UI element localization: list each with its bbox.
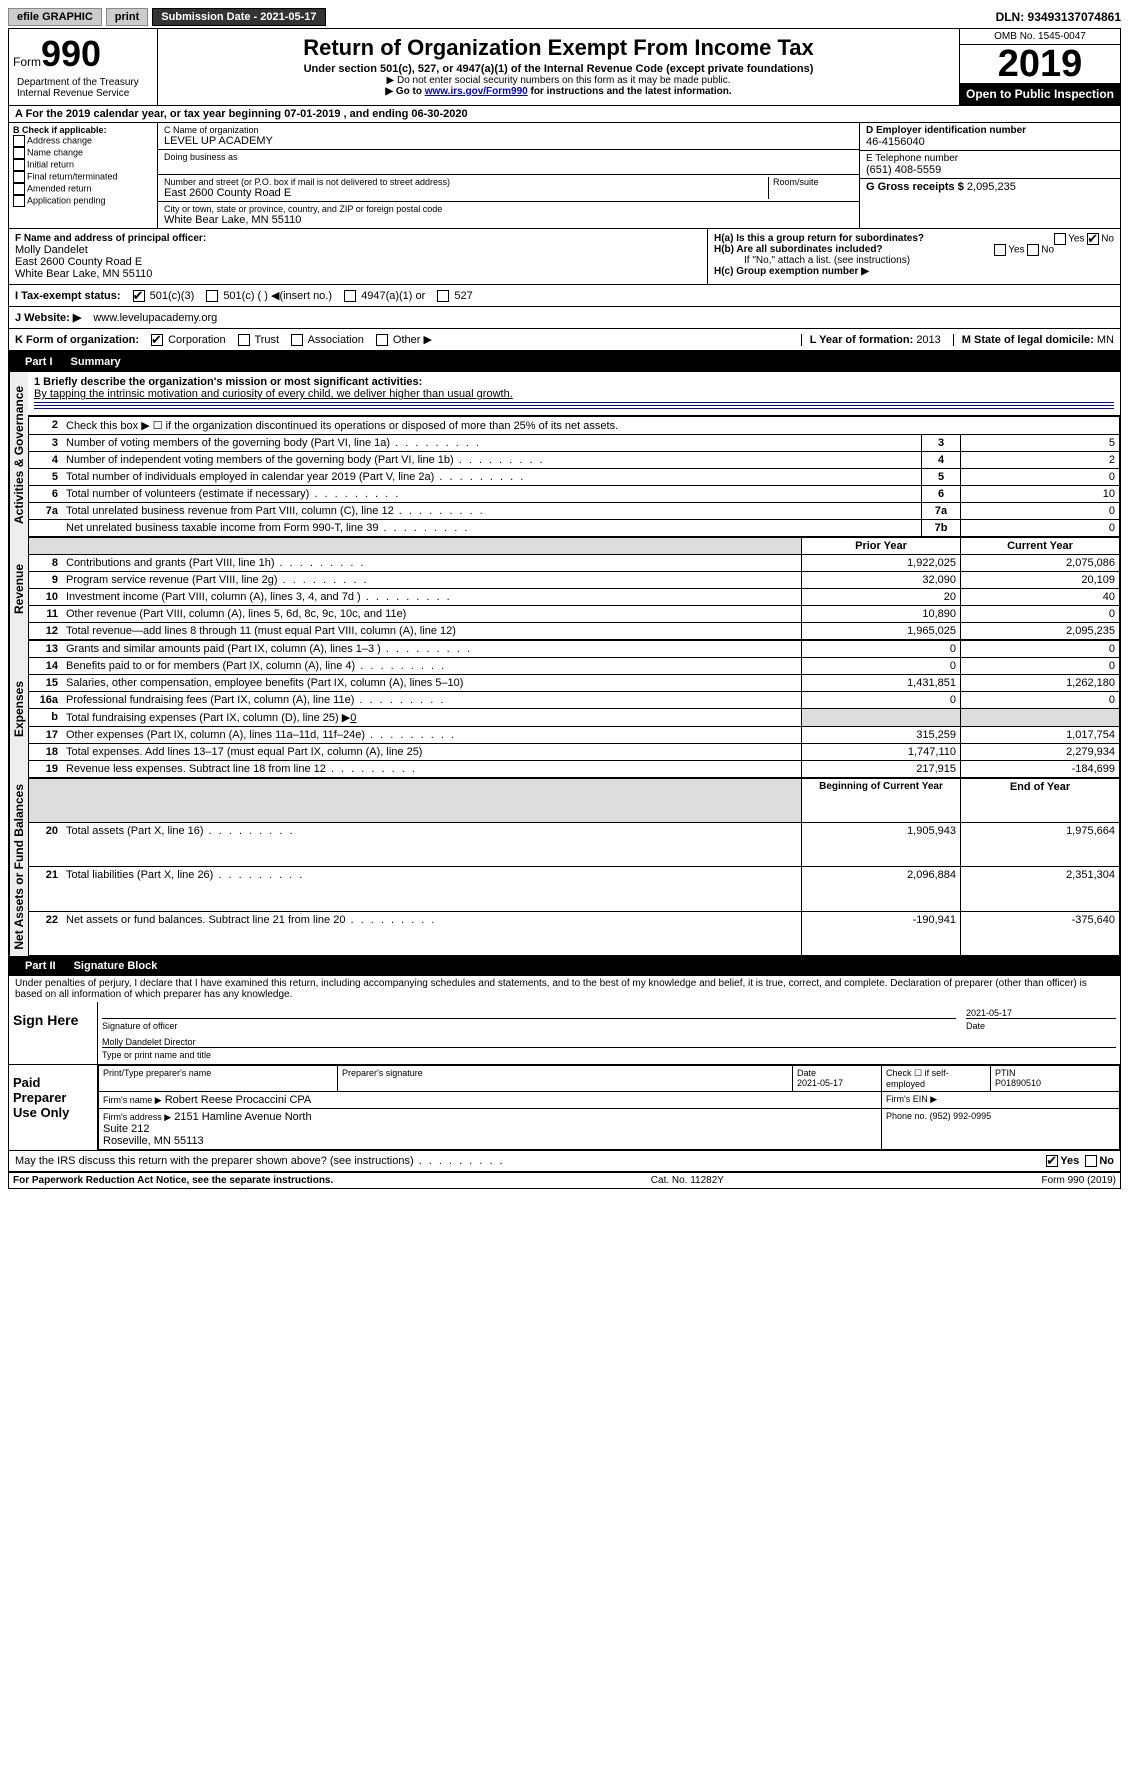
footer: For Paperwork Reduction Act Notice, see … (9, 1173, 1120, 1188)
f-label: F Name and address of principal officer: (15, 233, 701, 244)
val4: 2 (961, 452, 1120, 469)
vert-net: Net Assets or Fund Balances (9, 778, 28, 956)
cb-corp[interactable] (151, 334, 163, 346)
dba-label: Doing business as (158, 150, 859, 175)
cb-501c3[interactable] (133, 290, 145, 302)
officer-city: White Bear Lake, MN 55110 (15, 268, 701, 280)
subdate-btn: Submission Date - 2021-05-17 (152, 8, 325, 26)
irs-link[interactable]: www.irs.gov/Form990 (425, 86, 528, 97)
g-label: G Gross receipts $ (866, 181, 964, 193)
phone: (651) 408-5559 (866, 164, 1114, 176)
val3: 5 (961, 435, 1120, 452)
hb-yes[interactable] (994, 244, 1006, 256)
e-label: E Telephone number (866, 153, 1114, 164)
firm-phone: (952) 992-0995 (930, 1111, 992, 1121)
line2: Check this box ▶ ☐ if the organization d… (62, 417, 1120, 435)
note1: ▶ Do not enter social security numbers o… (162, 75, 955, 86)
cb-other[interactable] (376, 334, 388, 346)
part1-header: Part I Summary (9, 352, 1120, 372)
form-header: Form990 Department of the Treasury Inter… (9, 29, 1120, 106)
dept: Department of the Treasury Internal Reve… (13, 75, 153, 101)
subtitle: Under section 501(c), 527, or 4947(a)(1)… (162, 63, 955, 75)
paid-preparer: Paid Preparer Use Only (9, 1065, 98, 1150)
val5: 0 (961, 469, 1120, 486)
domicile: MN (1097, 334, 1114, 346)
org-name: LEVEL UP ACADEMY (164, 135, 853, 147)
ha-no[interactable] (1087, 233, 1099, 245)
d-label: D Employer identification number (866, 125, 1114, 136)
gross-receipts: 2,095,235 (967, 181, 1016, 193)
col-b: B Check if applicable: Address change Na… (9, 123, 158, 228)
vert-gov: Activities & Governance (9, 372, 28, 537)
cb-trust[interactable] (238, 334, 250, 346)
tax-year: 2019 (960, 45, 1120, 83)
officer-sig-name: Molly Dandelet Director (102, 1037, 1116, 1048)
officer-name: Molly Dandelet (15, 244, 701, 256)
val7a: 0 (961, 503, 1120, 520)
form-title: Return of Organization Exempt From Incom… (162, 35, 955, 61)
address: East 2600 County Road E (164, 187, 768, 199)
open-inspection: Open to Public Inspection (960, 83, 1120, 105)
cb-assoc[interactable] (291, 334, 303, 346)
vert-exp: Expenses (9, 640, 28, 778)
hc-label: H(c) Group exemption number ▶ (714, 266, 1114, 277)
j-label: J Website: ▶ (15, 311, 81, 324)
dln: DLN: 93493137074861 (996, 10, 1121, 24)
vert-rev: Revenue (9, 537, 28, 640)
mission: By tapping the intrinsic motivation and … (34, 388, 1114, 400)
line1-label: 1 Briefly describe the organization's mi… (34, 376, 1114, 388)
form-container: Form990 Department of the Treasury Inter… (8, 28, 1121, 1189)
cb-name[interactable] (13, 147, 25, 159)
c-name-label: C Name of organization (164, 125, 853, 135)
cb-initial[interactable] (13, 159, 25, 171)
cb-501c[interactable] (206, 290, 218, 302)
cb-4947[interactable] (344, 290, 356, 302)
discuss-no[interactable] (1085, 1155, 1097, 1167)
ha-row: H(a) Is this a group return for subordin… (714, 233, 1114, 244)
note2: ▶ Go to www.irs.gov/Form990 for instruct… (162, 86, 955, 97)
efile-btn[interactable]: efile GRAPHIC (8, 8, 102, 26)
hb-row: H(b) Are all subordinates included? Yes … (714, 244, 1114, 255)
officer-addr: East 2600 County Road E (15, 256, 701, 268)
city: White Bear Lake, MN 55110 (164, 214, 853, 226)
year-formation: 2013 (916, 334, 940, 346)
sign-here: Sign Here (9, 1002, 98, 1064)
h-note: If "No," attach a list. (see instruction… (714, 255, 1114, 266)
discuss-yes[interactable] (1046, 1155, 1058, 1167)
room-label: Room/suite (768, 177, 853, 199)
discuss-row: May the IRS discuss this return with the… (9, 1151, 1120, 1173)
perjury: Under penalties of perjury, I declare th… (9, 976, 1120, 1002)
ha-yes[interactable] (1054, 233, 1066, 245)
cb-pending[interactable] (13, 195, 25, 207)
tax-status-row: I Tax-exempt status: 501(c)(3) 501(c) ( … (9, 285, 1120, 307)
val7b: 0 (961, 520, 1120, 537)
print-btn[interactable]: print (106, 8, 148, 26)
val6: 10 (961, 486, 1120, 503)
addr-label: Number and street (or P.O. box if mail i… (164, 177, 768, 187)
info-row: B Check if applicable: Address change Na… (9, 123, 1120, 229)
ein: 46-4156040 (866, 136, 1114, 148)
section-a: A For the 2019 calendar year, or tax yea… (9, 106, 1120, 123)
firm-name: Robert Reese Procaccini CPA (165, 1094, 312, 1106)
ptin: P01890510 (995, 1078, 1041, 1088)
city-label: City or town, state or province, country… (164, 204, 853, 214)
cb-final[interactable] (13, 171, 25, 183)
cb-527[interactable] (437, 290, 449, 302)
cb-amended[interactable] (13, 183, 25, 195)
website: www.levelupacademy.org (93, 312, 217, 324)
top-bar: efile GRAPHIC print Submission Date - 20… (8, 8, 1121, 26)
part2-header: Part II Signature Block (9, 956, 1120, 976)
form-number: Form990 (13, 33, 153, 75)
cb-address[interactable] (13, 135, 25, 147)
hb-no[interactable] (1027, 244, 1039, 256)
sig-date: 2021-05-17 (966, 1008, 1116, 1019)
